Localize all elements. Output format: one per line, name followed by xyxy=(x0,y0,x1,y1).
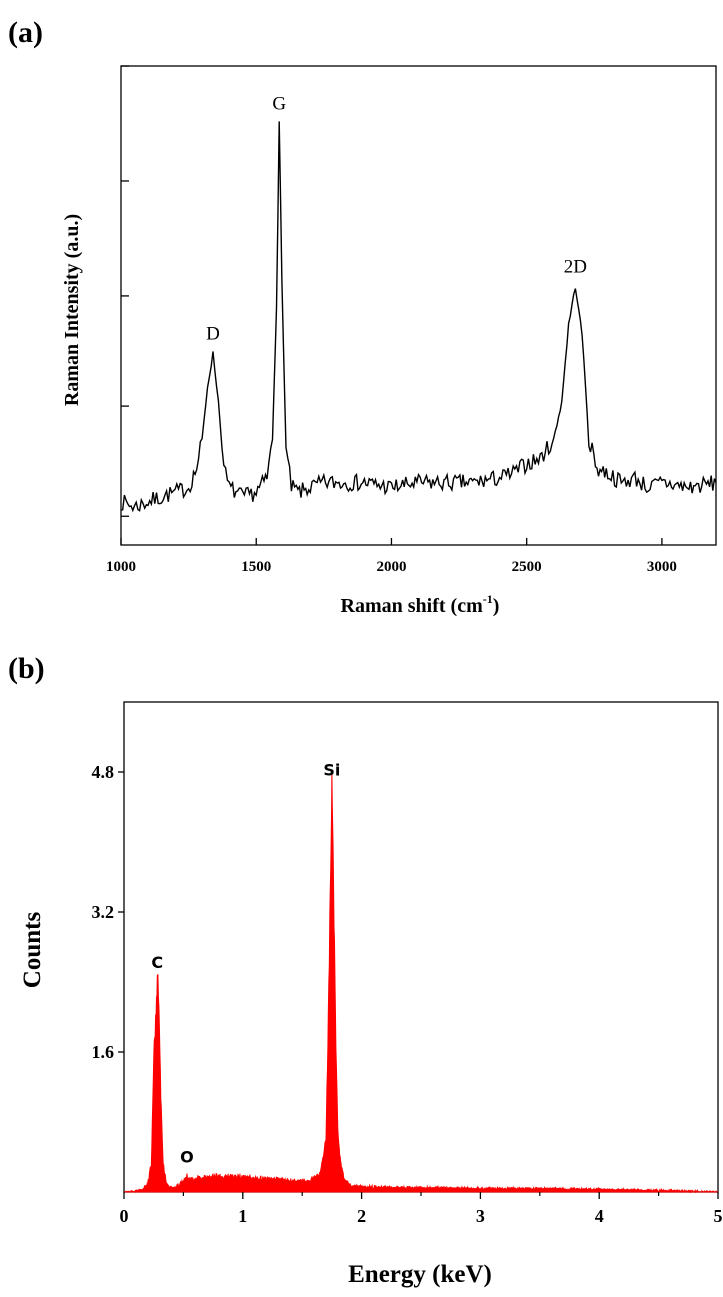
panel-b-x-axis-title: Energy (keV) xyxy=(348,1261,492,1288)
panel-b-peak-labels: C O Si xyxy=(151,761,340,1167)
panel-a-peak-label: D xyxy=(206,323,220,344)
panel-b-x-tick-label: 1 xyxy=(238,1206,247,1226)
panel-a-x-tick-label: 2500 xyxy=(512,559,542,575)
panel-b-eds-spectrum: (b) 0 1 2 3 4 5 1.6 3.2 4.8 C O Si Energy (keV) C… xyxy=(8,652,723,1288)
panel-a-plot-frame xyxy=(120,65,717,546)
panel-b-peak-label: Si xyxy=(323,761,340,780)
panel-a-series-line xyxy=(120,121,717,513)
panel-a-peak-label: 2D xyxy=(564,256,587,277)
panel-b-x-tick-label: 0 xyxy=(120,1206,129,1226)
panel-a-x-axis: 1000 1500 2000 2500 3000 xyxy=(106,538,677,575)
panel-a-peak-labels: D G 2D xyxy=(206,93,587,344)
panel-a-y-axis-title: Raman Intensity (a.u.) xyxy=(61,214,83,406)
panel-b-y-tick-label: 4.8 xyxy=(92,762,115,782)
panel-a-peak-label: G xyxy=(272,93,286,114)
panel-b-x-tick-label: 3 xyxy=(476,1206,485,1226)
panel-b-y-tick-label: 1.6 xyxy=(92,1042,115,1062)
panel-a-raman-spectrum: (a) 1000 1500 2000 2500 3000 D G 2D Raman shif… xyxy=(8,16,717,617)
panel-b-y-axis: 1.6 3.2 4.8 xyxy=(92,762,124,1062)
panel-b-x-tick-label: 2 xyxy=(357,1206,366,1226)
panel-a-label: (a) xyxy=(8,16,43,49)
panel-a-x-tick-label: 1000 xyxy=(106,559,136,575)
panel-b-x-tick-label: 4 xyxy=(595,1206,604,1226)
panel-b-y-tick-label: 3.2 xyxy=(92,902,115,922)
panel-a-x-tick-label: 3000 xyxy=(647,559,677,575)
panel-b-peak-label: C xyxy=(151,953,163,972)
panel-b-label: (b) xyxy=(8,652,45,685)
panel-b-x-axis: 0 1 2 3 4 5 xyxy=(120,1192,723,1226)
panel-b-plot-frame xyxy=(123,701,719,1193)
panel-a-x-axis-title: Raman shift (cm-1) xyxy=(341,592,500,617)
panel-b-y-axis-title: Counts xyxy=(19,912,46,989)
panel-b-x-tick-label: 5 xyxy=(714,1206,723,1226)
panel-a-x-tick-label: 2000 xyxy=(376,559,406,575)
panel-b-series-area xyxy=(124,769,718,1194)
panel-a-x-tick-label: 1500 xyxy=(241,559,271,575)
panel-b-peak-label: O xyxy=(180,1147,194,1166)
panel-a-y-axis xyxy=(121,65,129,517)
